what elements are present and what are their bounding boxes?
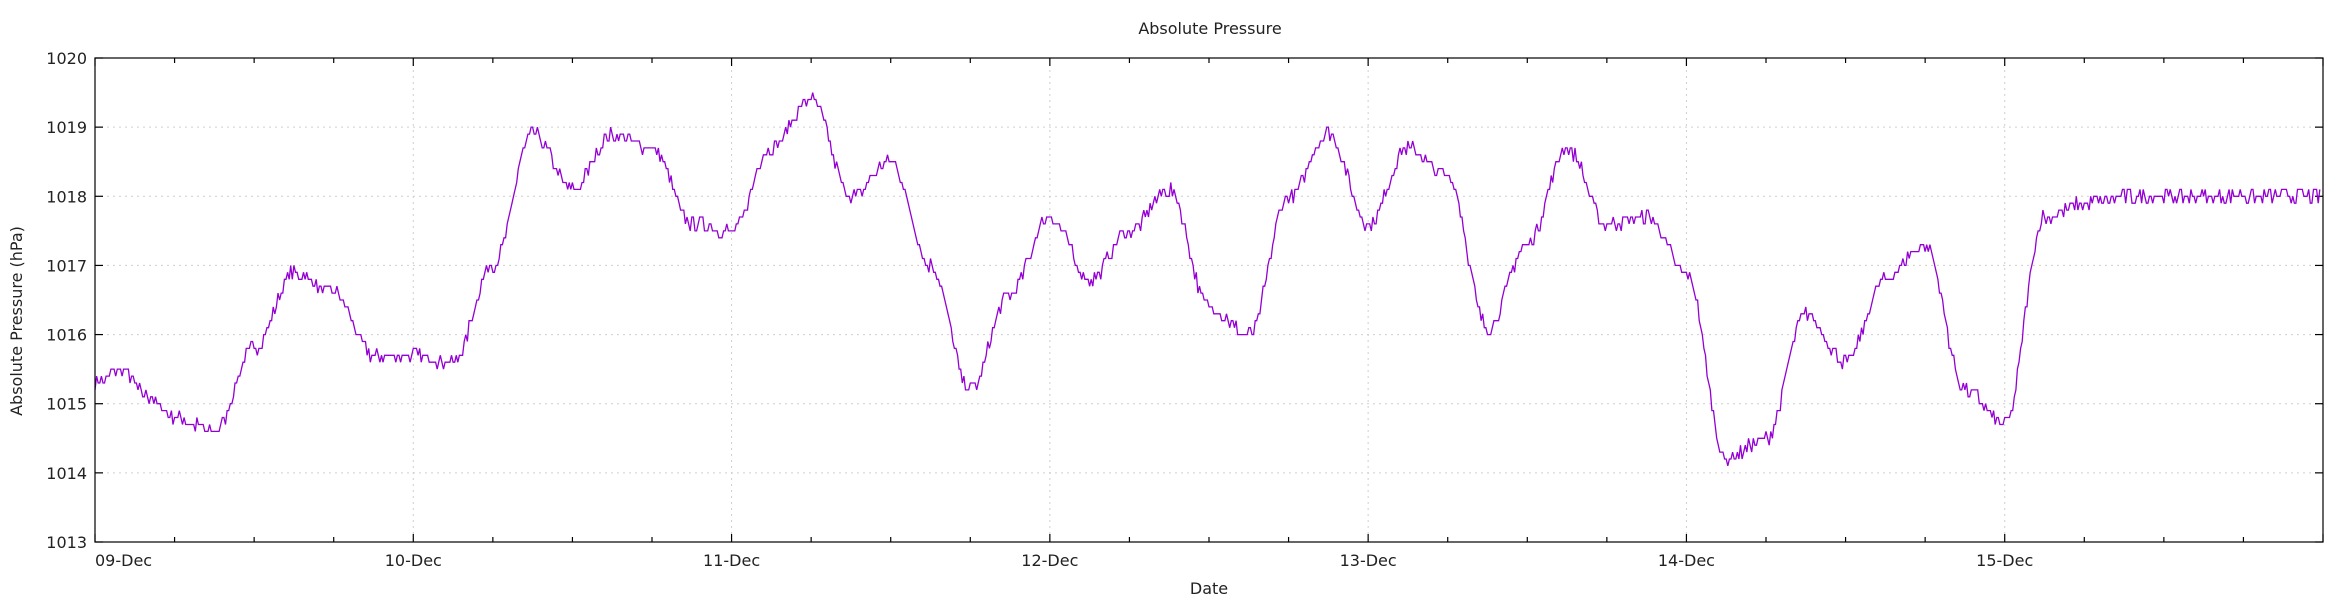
- chart-title: Absolute Pressure: [1138, 19, 1281, 38]
- y-tick-label: 1020: [46, 49, 87, 68]
- grid-layer: [95, 58, 2323, 542]
- y-tick-label: 1015: [46, 395, 87, 414]
- x-tick-label: 14-Dec: [1658, 551, 1715, 570]
- x-tick-label: 15-Dec: [1976, 551, 2033, 570]
- x-axis-label: Date: [1190, 579, 1228, 598]
- series-line-absolute-pressure: [94, 92, 2321, 467]
- x-tick-label: 09-Dec: [95, 551, 152, 570]
- y-axis-label: Absolute Pressure (hPa): [7, 226, 26, 416]
- y-tick-label: 1019: [46, 118, 87, 137]
- x-tick-label: 13-Dec: [1340, 551, 1397, 570]
- y-tick-label: 1013: [46, 533, 87, 552]
- x-tick-label: 11-Dec: [703, 551, 760, 570]
- tick-layer: [94, 57, 2324, 543]
- y-tick-label: 1017: [46, 256, 87, 275]
- tick-labels: 1013 1014 1015 1016 1017 1018 1019 1020 09-Dec 10…: [46, 49, 2033, 570]
- x-tick-label: 12-Dec: [1021, 551, 1078, 570]
- x-tick-label: 10-Dec: [385, 551, 442, 570]
- y-tick-label: 1016: [46, 326, 87, 345]
- y-tick-label: 1014: [46, 464, 87, 483]
- plot-frame: [94, 57, 2324, 543]
- y-tick-label: 1018: [46, 187, 87, 206]
